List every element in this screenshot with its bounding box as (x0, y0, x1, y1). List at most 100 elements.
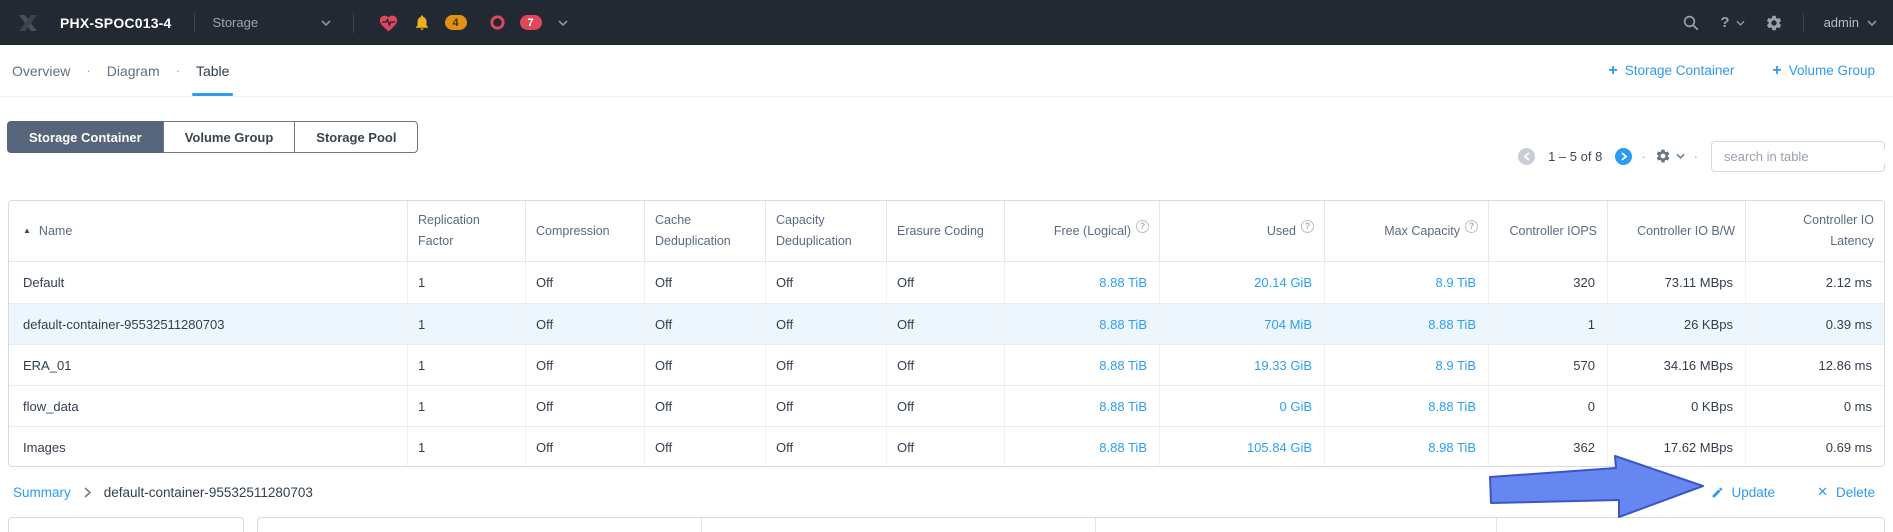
user-menu[interactable]: admin (1824, 15, 1877, 30)
chevron-down-icon (1867, 19, 1877, 26)
x-icon: ✕ (1817, 484, 1828, 499)
cell-value: 570 (1573, 357, 1595, 373)
toolbar-separator: · (1641, 148, 1646, 164)
breadcrumb-current: default-container-95532511280703 (103, 484, 313, 500)
cell-value-link[interactable]: 8.88 TiB (1099, 357, 1147, 373)
cell-value: 73.11 MBps (1664, 275, 1733, 290)
view-tabbar: Overview · Diagram · Table + Storage Con… (0, 45, 1893, 97)
chevron-right-icon (84, 486, 91, 498)
update-button[interactable]: Update (1711, 484, 1776, 500)
info-tooltip-icon[interactable]: ? (1301, 219, 1314, 233)
breadcrumb: Summary default-container-95532511280703 (13, 485, 313, 500)
column-header-controller-io-latency[interactable]: Controller IO Latency (1745, 201, 1884, 261)
info-tooltip-icon[interactable]: ? (1465, 219, 1478, 233)
segment-storage-container[interactable]: Storage Container (7, 121, 164, 153)
add-storage-container-label: Storage Container (1624, 63, 1735, 78)
cell-value-link[interactable]: 20.14 GiB (1254, 275, 1312, 290)
events-ring-icon[interactable] (489, 14, 506, 31)
cell-value: ERA_01 (23, 357, 72, 373)
cell-value-link[interactable]: 8.88 TiB (1428, 398, 1476, 414)
cell-value-link[interactable]: 8.88 TiB (1099, 439, 1147, 455)
cell-value-link[interactable]: 105.84 GiB (1246, 439, 1312, 455)
cell-value-link[interactable]: 704 MiB (1264, 316, 1312, 332)
column-header-name[interactable]: ▲ Name (9, 201, 407, 261)
cell-value: 362 (1573, 439, 1595, 455)
column-header-erasure-coding[interactable]: Erasure Coding (886, 201, 1004, 261)
cell-cache-deduplication: Off (644, 386, 765, 426)
cell-free-logical: 8.88 TiB (1004, 262, 1159, 303)
cell-value: Images (23, 439, 66, 455)
cell-value: 26 KBps (1683, 316, 1733, 332)
next-page-button[interactable] (1615, 147, 1633, 165)
cell-controller-iops: 320 (1488, 262, 1607, 303)
column-header-controller-io-b-w[interactable]: Controller IO B/W (1607, 201, 1745, 261)
table-row-images[interactable]: Images 1 Off Off Off Off 8.88 TiB 105.84 GiB 8.9… (9, 426, 1884, 466)
cell-max-capacity: 8.98 TiB (1324, 427, 1488, 466)
breadcrumb-summary-link[interactable]: Summary (13, 484, 71, 500)
delete-button[interactable]: ✕ Delete (1817, 484, 1875, 500)
tab-table[interactable]: Table (191, 45, 234, 96)
column-header-used[interactable]: Used? (1159, 201, 1324, 261)
search-icon[interactable] (1682, 14, 1700, 32)
cell-used: 0 GiB (1159, 386, 1324, 426)
cell-value: 12.86 ms (1818, 357, 1872, 373)
add-storage-container-button[interactable]: + Storage Container (1608, 62, 1735, 79)
column-header-free-logical[interactable]: Free (Logical)? (1004, 201, 1159, 261)
cell-compression: Off (525, 427, 644, 466)
info-tooltip-icon[interactable]: ? (1136, 219, 1149, 233)
cell-value-link[interactable]: 8.88 TiB (1428, 316, 1476, 332)
cell-free-logical: 8.88 TiB (1004, 304, 1159, 344)
nav-menu-storage[interactable]: Storage (213, 15, 331, 30)
table-row-default-container-95532511280703[interactable]: default-container-95532511280703 1 Off Off O… (9, 303, 1884, 344)
tab-overview[interactable]: Overview (12, 62, 71, 79)
tab-diagram[interactable]: Diagram (106, 62, 160, 79)
table-row-default[interactable]: Default 1 Off Off Off Off 8.88 TiB 20.14 GiB 8.9… (9, 262, 1884, 303)
cell-value-link[interactable]: 8.88 TiB (1099, 275, 1147, 290)
help-menu[interactable]: ? (1720, 14, 1745, 31)
cell-value-link[interactable]: 8.9 TiB (1435, 357, 1476, 373)
help-icon: ? (1720, 14, 1730, 31)
alert-count-badge[interactable]: 4 (444, 15, 467, 30)
column-header-replication-factor[interactable]: Replication Factor (407, 201, 525, 261)
table-search-input[interactable] (1724, 148, 1893, 164)
alerts-bell-icon[interactable] (413, 13, 431, 32)
table-row-flow-data[interactable]: flow_data 1 Off Off Off Off 8.88 TiB 0 GiB 8.88 … (9, 385, 1884, 426)
column-label: Erasure Coding (897, 223, 984, 238)
column-header-max-capacity[interactable]: Max Capacity? (1324, 201, 1488, 261)
cell-value-link[interactable]: 8.88 TiB (1099, 398, 1147, 414)
table-row-era-01[interactable]: ERA_01 1 Off Off Off Off 8.88 TiB 19.33 GiB 8.9 … (9, 344, 1884, 385)
chevron-down-icon[interactable] (557, 19, 568, 26)
column-label: Controller IO B/W (1637, 223, 1735, 238)
column-header-compression[interactable]: Compression (525, 201, 644, 261)
cell-controller-io-b-w: 73.11 MBps (1607, 262, 1745, 303)
cell-value-link[interactable]: 0 GiB (1279, 398, 1312, 414)
cell-erasure-coding: Off (886, 304, 1004, 344)
column-header-cache-deduplication[interactable]: Cache Deduplication (644, 201, 765, 261)
pagination-range: 1 – 5 of 8 (1548, 148, 1603, 164)
health-heart-icon[interactable] (378, 13, 399, 32)
cell-value-link[interactable]: 8.9 TiB (1435, 275, 1476, 290)
settings-gear-icon[interactable] (1765, 14, 1783, 32)
cell-value: Off (655, 357, 673, 373)
cell-controller-io-latency: 0 ms (1745, 386, 1884, 426)
cell-value-link[interactable]: 8.88 TiB (1099, 316, 1147, 332)
column-header-controller-iops[interactable]: Controller IOPS (1488, 201, 1607, 261)
column-header-capacity-deduplication[interactable]: Capacity Deduplication (765, 201, 886, 261)
add-volume-group-button[interactable]: + Volume Group (1772, 62, 1875, 79)
cell-max-capacity: 8.9 TiB (1324, 345, 1488, 385)
cell-value-link[interactable]: 8.98 TiB (1428, 439, 1476, 455)
cell-erasure-coding: Off (886, 427, 1004, 466)
table-settings-dropdown[interactable] (1655, 148, 1685, 164)
event-count-badge[interactable]: 7 (519, 15, 542, 30)
segment-storage-pool[interactable]: Storage Pool (294, 121, 419, 153)
cell-value: 0 (1587, 398, 1595, 414)
update-label: Update (1731, 484, 1776, 500)
segment-volume-group[interactable]: Volume Group (162, 121, 296, 153)
cell-value-link[interactable]: 19.33 GiB (1254, 357, 1312, 373)
toolbar-separator: · (1693, 148, 1698, 164)
cell-value: 2.12 ms (1825, 275, 1872, 290)
cell-controller-io-b-w: 17.62 MBps (1607, 427, 1745, 466)
table-search (1711, 140, 1893, 172)
prev-page-button[interactable] (1518, 147, 1536, 165)
nutanix-logo-icon[interactable] (16, 11, 40, 35)
